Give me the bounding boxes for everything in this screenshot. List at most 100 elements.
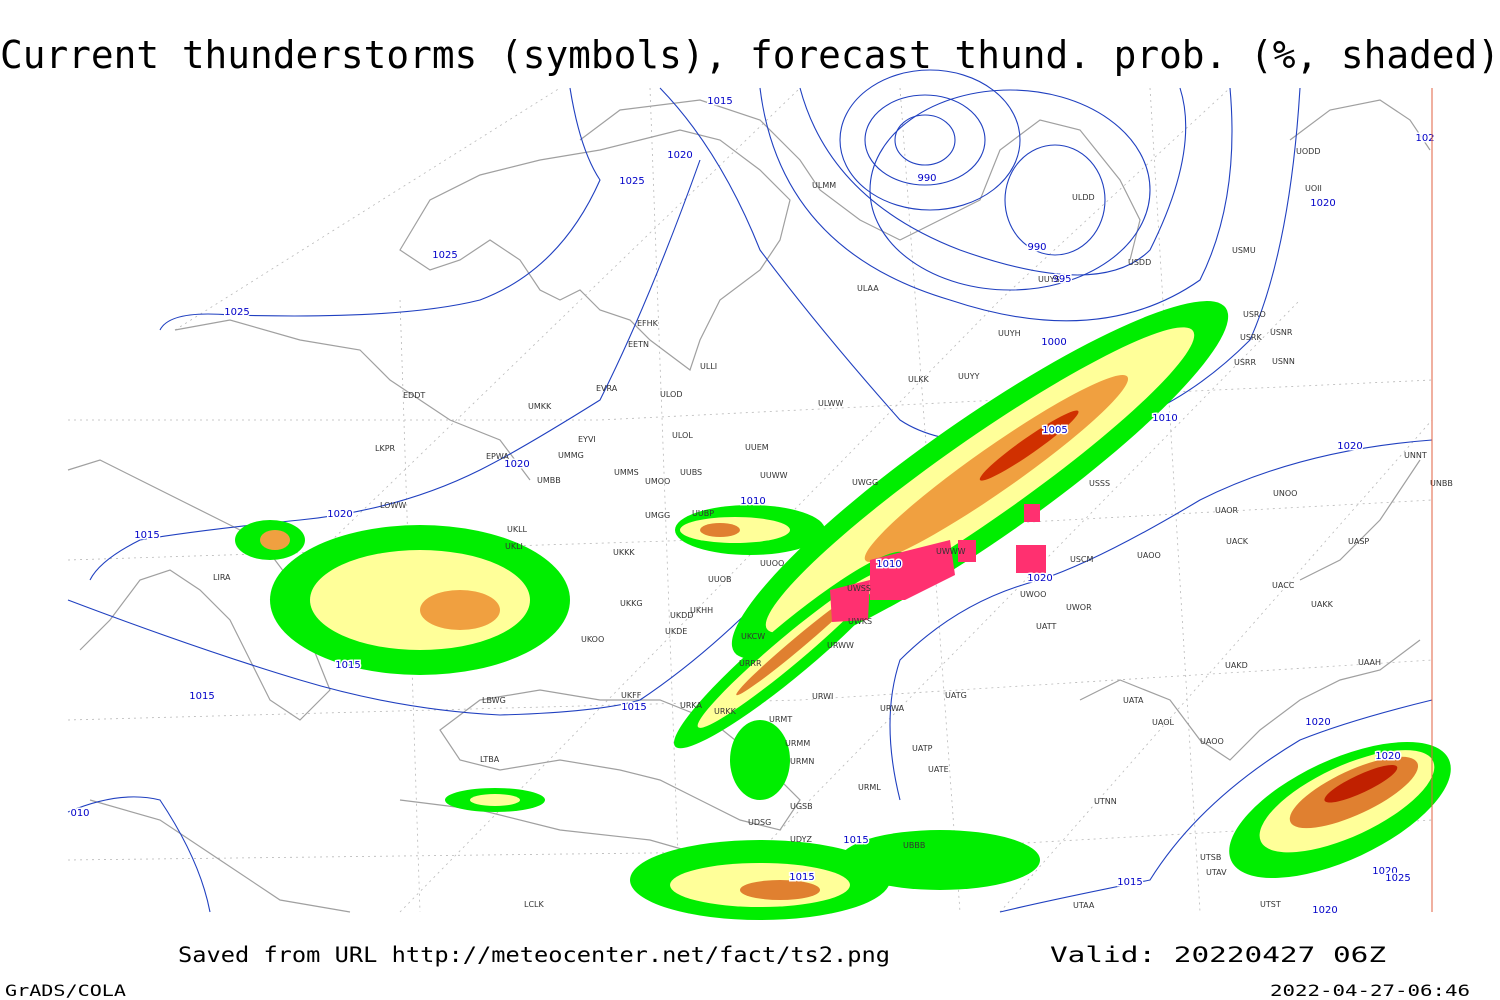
source-url: Saved from URL http://meteocenter.net/fa… (178, 943, 890, 967)
station-label: UMGG (645, 511, 670, 520)
station-label: UAKD (1225, 661, 1248, 670)
isobar-label: 1020 (1310, 198, 1335, 209)
isobar-label: 010 (70, 808, 89, 819)
station-label: UKKK (613, 548, 635, 557)
station-label: UWOO (1020, 590, 1046, 599)
station-label: ULMM (812, 181, 836, 190)
station-label: USCM (1070, 555, 1094, 564)
station-label: LBWG (482, 696, 506, 705)
station-label: UAOO (1200, 737, 1224, 746)
station-label: URWW (827, 641, 854, 650)
station-label: UODD (1296, 147, 1320, 156)
isobar-label: 1010 (876, 559, 901, 570)
software: GrADS/COLA (5, 981, 126, 1000)
station-label: URKK (714, 707, 737, 716)
station-label: UTNN (1094, 797, 1117, 806)
station-label: UMMS (614, 468, 639, 477)
station-label: UUEM (745, 443, 769, 452)
isobar-label: 990 (1027, 242, 1046, 253)
station-label: URKA (680, 701, 703, 710)
station-label: URWI (812, 692, 833, 701)
station-label: ULOD (660, 390, 682, 399)
current-thunderstorm-symbols (830, 504, 1046, 622)
graticule (67, 87, 1433, 913)
station-label: URMT (769, 715, 792, 724)
station-label: UKDE (665, 627, 687, 636)
station-label: EDDT (403, 391, 425, 400)
station-label: UAKK (1311, 600, 1334, 609)
station-label: UWWW (936, 547, 966, 556)
station-label: UUOO (760, 559, 784, 568)
isobar-label: 1015 (843, 835, 868, 846)
isobar-label: 1015 (789, 872, 814, 883)
isobar-label: 1025 (224, 307, 249, 318)
station-label: UAOL (1152, 718, 1174, 727)
station-label: UKOO (581, 635, 604, 644)
station-label: USRK (1240, 333, 1262, 342)
station-label: UDYZ (790, 835, 812, 844)
station-label: UKFF (621, 691, 642, 700)
station-label: UNOO (1273, 489, 1297, 498)
station-label: UGSB (790, 802, 813, 811)
station-label: UAOR (1215, 506, 1238, 515)
station-label: EVRA (596, 384, 618, 393)
isobar-label: 1025 (1385, 873, 1410, 884)
storm-area-southeast (1229, 741, 1451, 879)
timestamp: 2022-04-27-06:46 (1270, 981, 1470, 1000)
station-label: UUYH (998, 329, 1021, 338)
isobar-label: 1020 (1027, 573, 1052, 584)
station-label: USDD (1128, 258, 1151, 267)
station-label: LTBA (480, 755, 500, 764)
station-label: UAOO (1137, 551, 1161, 560)
storm-area-west (235, 520, 570, 675)
station-label: USNR (1270, 328, 1293, 337)
thunderstorm-probability-shading (235, 301, 1451, 920)
isobar-label: 1020 (667, 150, 692, 161)
title: Current thunderstorms (symbols), forecas… (0, 33, 1500, 77)
isobar-label: 1025 (619, 176, 644, 187)
station-label: UKLI (505, 542, 523, 551)
isobar-label: 1015 (707, 96, 732, 107)
station-label: UMMG (558, 451, 584, 460)
station-label: LOWW (380, 501, 406, 510)
station-label: UTAA (1073, 901, 1095, 910)
station-label: UACC (1272, 581, 1295, 590)
isobar-labels: 1015102010251025102599099099510001005101… (69, 95, 1436, 918)
station-label: UATP (912, 744, 933, 753)
station-label: UWKS (848, 617, 872, 626)
valid-time: Valid: 20220427 06Z (1050, 943, 1386, 967)
station-label: LKPR (375, 444, 396, 453)
station-label: UUWW (760, 471, 788, 480)
station-label: UUOB (708, 575, 732, 584)
isobar-label: 1010 (740, 496, 765, 507)
station-label: UUBP (692, 509, 714, 518)
isobar-label: 1020 (327, 509, 352, 520)
station-label: ULOL (672, 431, 693, 440)
station-label: UATG (945, 691, 967, 700)
isobar-label: 1020 (504, 459, 529, 470)
isobar-label: 1010 (1152, 413, 1177, 424)
station-label: URWA (880, 704, 905, 713)
station-label: UATA (1123, 696, 1144, 705)
station-label: UATE (928, 765, 949, 774)
station-label: UKKG (620, 599, 643, 608)
storm-area-south (445, 505, 1040, 920)
isobar-label: 1015 (335, 660, 360, 671)
isobar-label: 1005 (1042, 425, 1067, 436)
station-label: URMN (790, 757, 814, 766)
station-label: UNNT (1404, 451, 1427, 460)
station-label: UKHH (690, 606, 713, 615)
station-label: UMKK (528, 402, 552, 411)
station-label: UTST (1260, 900, 1281, 909)
isobar-label: 1015 (189, 691, 214, 702)
station-label: UBBB (903, 841, 925, 850)
isobar-label: 995 (1052, 274, 1071, 285)
station-label: USRO (1243, 310, 1266, 319)
isobar-label: 1020 (1312, 905, 1337, 916)
station-label: UACK (1226, 537, 1249, 546)
isobar-label: 1000 (1041, 337, 1066, 348)
station-label: ULAA (857, 284, 879, 293)
station-label: USRR (1234, 358, 1256, 367)
station-label: UTSB (1200, 853, 1221, 862)
